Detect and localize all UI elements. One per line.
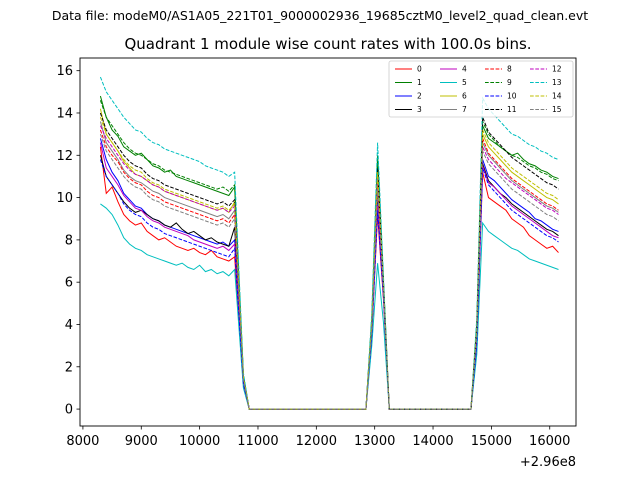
y-tick-label: 10: [56, 191, 73, 206]
legend-frame: [388, 60, 574, 118]
series-line-9: [99, 100, 559, 410]
series-line-2: [99, 138, 559, 410]
y-tick-label: 12: [56, 149, 73, 164]
y-tick-label: 16: [56, 64, 73, 79]
legend-label-7: 7: [462, 105, 467, 114]
x-tick-label: 15000: [471, 434, 512, 449]
x-tick-label: 12000: [296, 434, 337, 449]
series-line-15: [99, 133, 559, 410]
chart-title: Quadrant 1 module wise count rates with …: [124, 35, 531, 53]
x-tick-label: 13000: [354, 434, 395, 449]
legend-label-11: 11: [507, 105, 517, 114]
legend-label-0: 0: [417, 65, 422, 74]
legend-label-15: 15: [552, 105, 562, 114]
legend-label-12: 12: [552, 65, 562, 74]
legend-label-3: 3: [417, 105, 422, 114]
x-tick-label: 10000: [179, 434, 220, 449]
x-tick-label: 16000: [529, 434, 570, 449]
y-tick-label: 4: [65, 318, 73, 333]
series-layer: [99, 76, 559, 410]
x-tick-label: 14000: [412, 434, 453, 449]
legend-label-6: 6: [462, 92, 467, 101]
series-line-12: [99, 125, 559, 410]
series-line-6: [99, 108, 559, 410]
series-line-1: [99, 95, 559, 410]
legend-label-8: 8: [507, 65, 512, 74]
legend-label-10: 10: [507, 92, 517, 101]
legend-label-9: 9: [507, 78, 512, 87]
series-line-10: [99, 159, 559, 410]
x-axis-offset-label: +2.96e8: [520, 455, 576, 470]
x-tick-label: 8000: [66, 434, 99, 449]
x-axis: 8000 9000 10000 11000 12000 13000 14000 15000 16…: [66, 426, 570, 449]
legend-label-5: 5: [462, 78, 467, 87]
x-tick-label: 11000: [237, 434, 278, 449]
y-axis: 0 2 4 6 8 10 12 14 16: [56, 64, 80, 418]
series-line-13: [99, 76, 559, 410]
y-tick-label: 6: [65, 276, 73, 291]
legend-label-1: 1: [417, 78, 422, 87]
legend-label-4: 4: [462, 65, 467, 74]
legend-label-14: 14: [552, 92, 562, 101]
y-tick-label: 8: [65, 233, 73, 248]
y-tick-label: 14: [56, 106, 73, 121]
chart-suptitle: Data file: modeM0/AS1A05_221T01_90000029…: [52, 8, 588, 23]
legend-label-13: 13: [552, 78, 562, 87]
legend-label-2: 2: [417, 92, 422, 101]
y-tick-label: 2: [65, 360, 73, 375]
axes-frame: [79, 57, 577, 427]
series-line-14: [99, 117, 559, 410]
y-tick-label: 0: [65, 403, 73, 418]
x-tick-label: 9000: [125, 434, 158, 449]
